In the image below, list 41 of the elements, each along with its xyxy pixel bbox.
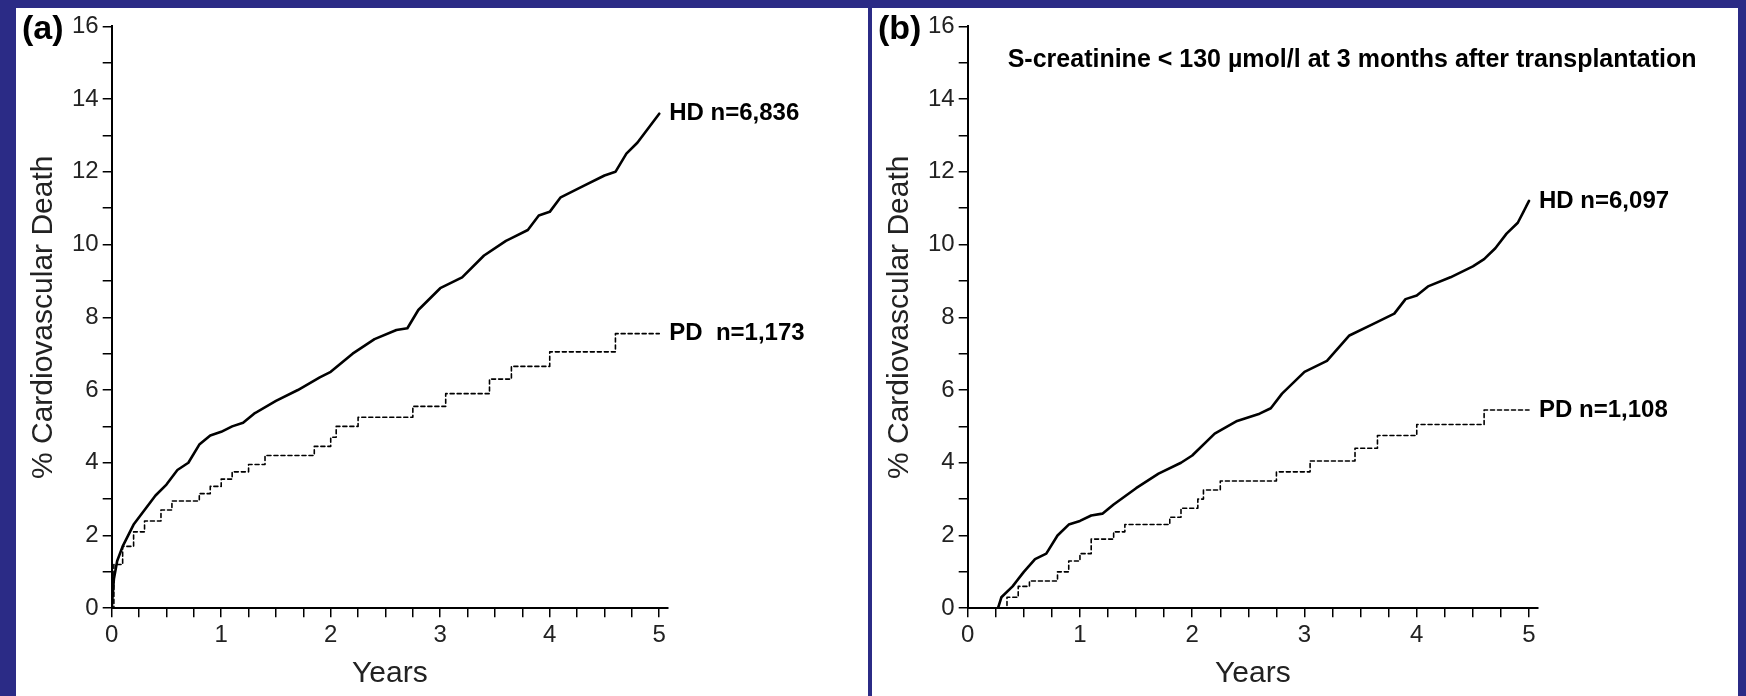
y-tick-label: 8 <box>941 301 955 329</box>
series-label: HD n=6,836 <box>669 98 800 126</box>
y-tick-label: 12 <box>927 156 955 184</box>
y-tick-label: 10 <box>927 229 955 257</box>
series-label: HD n=6,097 <box>1539 185 1670 213</box>
y-tick-label: 6 <box>941 374 955 402</box>
y-tick-label: 2 <box>85 520 99 548</box>
y-tick-label: 12 <box>71 156 99 184</box>
x-tick-label: 4 <box>1410 620 1424 648</box>
x-tick-label: 3 <box>433 620 447 648</box>
y-tick-label: 14 <box>927 83 955 111</box>
x-tick-label: 1 <box>1073 620 1087 648</box>
y-axis-title: % Cardiovascular Death <box>881 155 915 480</box>
chart-title: (b) <box>878 8 922 47</box>
y-tick-label: 10 <box>71 229 99 257</box>
x-axis-title: Years <box>352 655 428 689</box>
y-tick-label: 0 <box>85 592 99 620</box>
y-tick-label: 4 <box>941 447 955 475</box>
y-axis-title: % Cardiovascular Death <box>25 155 59 480</box>
y-tick-label: 2 <box>941 520 955 548</box>
series-label: PD n=1,108 <box>1539 394 1668 422</box>
x-tick-label: 4 <box>543 620 557 648</box>
y-tick-label: 16 <box>71 11 99 39</box>
x-tick-label: 5 <box>1522 620 1536 648</box>
x-tick-label: 2 <box>1185 620 1199 648</box>
x-tick-label: 0 <box>961 620 975 648</box>
text: S-creatinine < 130 µmol/l at 3 months after transplantation <box>1007 44 1697 73</box>
y-tick-label: 8 <box>85 301 99 329</box>
x-axis-title: Years <box>1215 655 1291 689</box>
y-tick-label: 16 <box>927 11 955 39</box>
x-tick-label: 2 <box>324 620 338 648</box>
y-tick-label: 4 <box>85 447 99 475</box>
y-tick-label: 14 <box>71 83 99 111</box>
x-tick-label: 0 <box>105 620 119 648</box>
x-tick-label: 5 <box>652 620 666 648</box>
y-tick-label: 6 <box>85 374 99 402</box>
x-tick-label: 3 <box>1297 620 1312 648</box>
y-tick-label: 0 <box>941 592 955 620</box>
chart-title: (a) <box>22 8 64 47</box>
x-tick-label: 1 <box>214 620 228 648</box>
series-label: PD n=1,173 <box>669 318 805 346</box>
